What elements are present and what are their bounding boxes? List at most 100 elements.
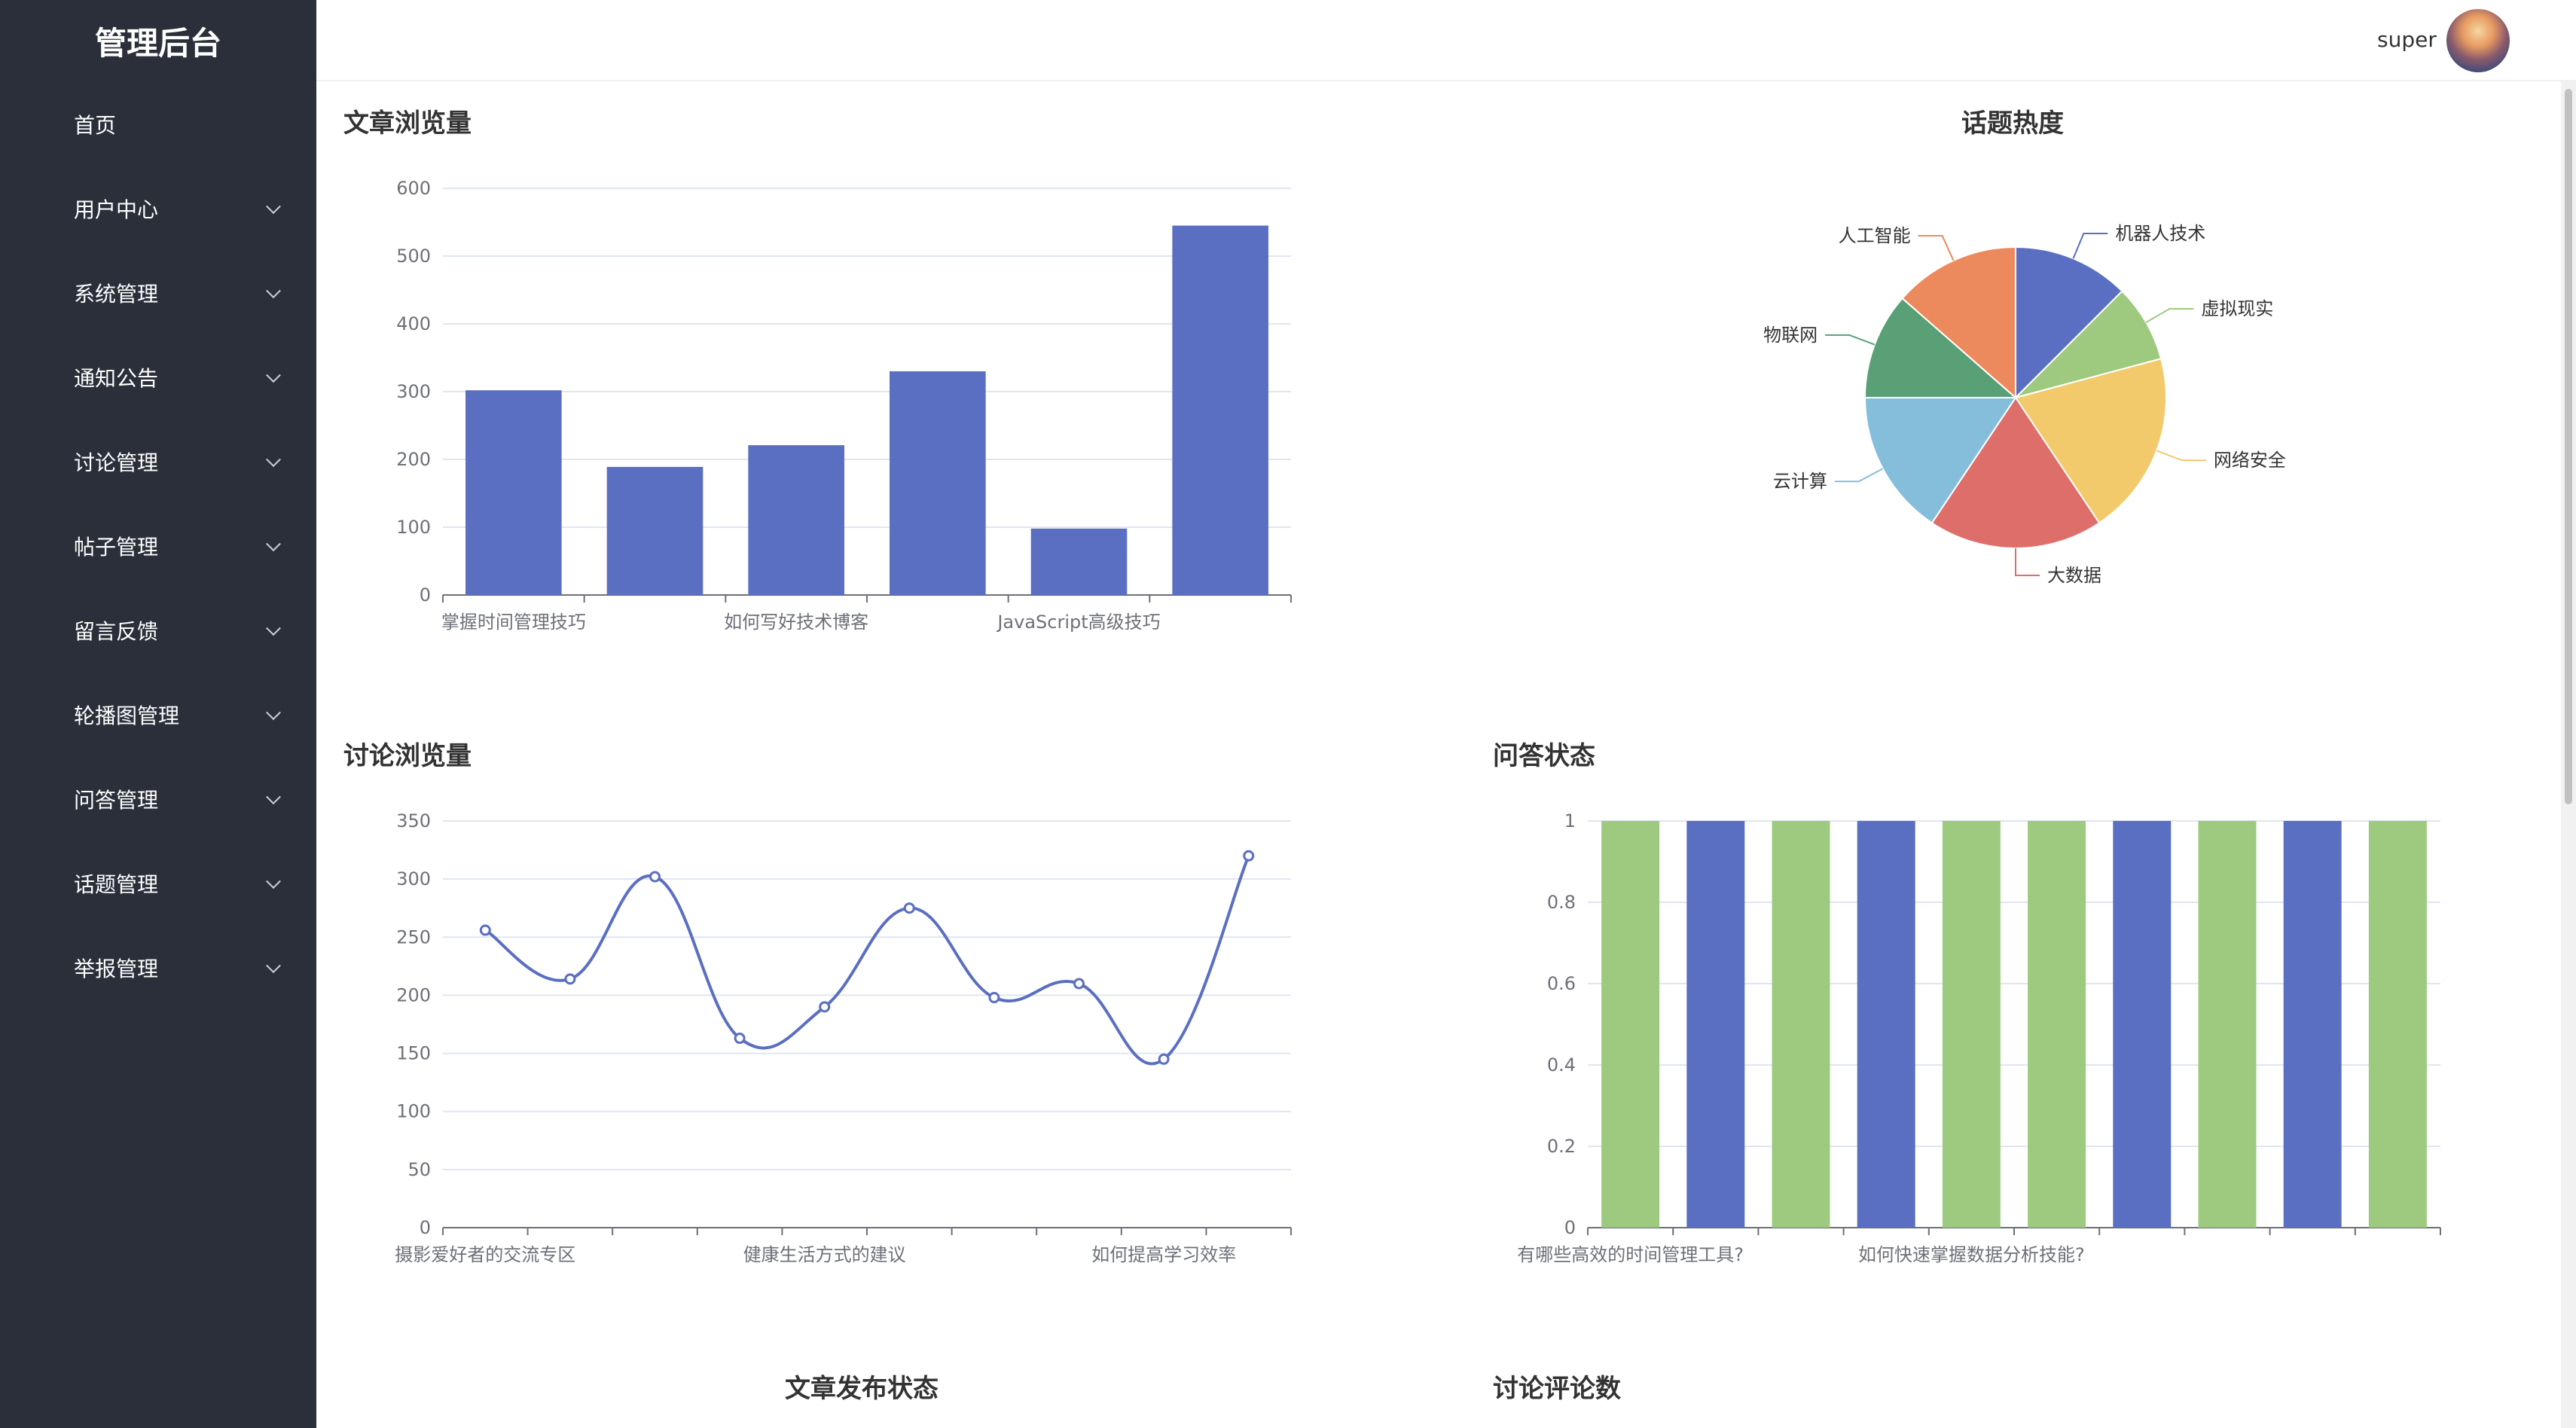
sidebar-item-label: 话题管理 [74, 872, 159, 897]
sidebar-item-label: 问答管理 [74, 788, 159, 813]
y-tick-label: 100 [396, 1101, 431, 1122]
data-point [1158, 1053, 1170, 1065]
chevron-down-icon [266, 958, 281, 974]
pie-label-line [2015, 548, 2040, 576]
pie-slice [1863, 397, 2017, 524]
discussion-views-title: 讨论浏览量 [343, 741, 472, 771]
bar [1030, 528, 1128, 595]
sidebar-item-3[interactable]: 通知公告 [0, 343, 316, 411]
pie-slice [2015, 246, 2123, 400]
bar [1601, 821, 1660, 1228]
y-tick-label: 50 [407, 1159, 431, 1180]
chevron-down-icon [266, 452, 281, 468]
x-tick-label: 如何写好技术博客 [724, 612, 868, 633]
sidebar-item-2[interactable]: 系统管理 [0, 259, 316, 327]
sidebar-item-label: 系统管理 [74, 282, 159, 307]
sidebar-item-6[interactable]: 留言反馈 [0, 597, 316, 664]
article-views-title: 文章浏览量 [343, 108, 472, 139]
y-tick-label: 600 [396, 178, 431, 199]
y-tick-label: 0 [420, 1217, 431, 1238]
bar [2368, 821, 2427, 1228]
data-point [903, 902, 915, 914]
y-tick-label: 300 [396, 868, 431, 889]
bar [2283, 821, 2342, 1228]
y-tick-label: 100 [396, 517, 431, 538]
avatar[interactable] [2446, 9, 2510, 72]
sidebar-item-5[interactable]: 帖子管理 [0, 512, 316, 580]
pie-slice [2014, 358, 2167, 524]
sidebar-item-label: 讨论管理 [74, 450, 159, 475]
bar [748, 445, 844, 595]
bar [1772, 821, 1830, 1228]
bar [1942, 821, 2001, 1228]
sidebar-item-label: 通知公告 [74, 366, 159, 391]
article-status-title: 文章发布状态 [785, 1374, 939, 1404]
y-tick-label: 0 [420, 584, 431, 606]
chevron-down-icon [266, 536, 281, 552]
pie-label: 虚拟现实 [2201, 298, 2273, 319]
y-tick-label: 0.2 [1547, 1136, 1576, 1157]
data-point [649, 871, 661, 883]
chevron-down-icon [266, 283, 281, 299]
data-point [1243, 850, 1255, 862]
chevron-down-icon [266, 705, 281, 721]
header [316, 0, 2576, 81]
username[interactable]: super [2377, 27, 2437, 52]
bar [2198, 821, 2257, 1228]
data-point [1073, 978, 1085, 990]
pie-label-line [2145, 308, 2194, 323]
qa-status-chart: 0 0.2 0.4 0.6 0.8 1 有哪些高效的时间管理工具? 如何快速掌握数据分析技能? [1517, 810, 2441, 1265]
sidebar-item-9[interactable]: 话题管理 [0, 850, 316, 917]
y-tick-label: 0 [1564, 1217, 1576, 1238]
pie-label: 大数据 [2047, 565, 2101, 586]
data-point [819, 1001, 831, 1013]
pie-label: 云计算 [1773, 471, 1827, 492]
sidebar-item-label: 轮播图管理 [74, 703, 180, 728]
sidebar-item-label: 留言反馈 [74, 619, 159, 644]
sidebar-item-0[interactable]: 首页 [0, 90, 316, 158]
x-tick-label: 有哪些高效的时间管理工具? [1517, 1244, 1744, 1265]
series-line [484, 855, 1250, 1066]
y-tick-label: 150 [396, 1043, 431, 1064]
sidebar-item-8[interactable]: 问答管理 [0, 765, 316, 833]
chevron-down-icon [266, 368, 281, 383]
y-tick-label: 0.4 [1547, 1054, 1576, 1076]
x-tick-label: JavaScript高级技巧 [996, 612, 1160, 633]
pie-slice [2013, 290, 2162, 399]
sidebar-item-10[interactable]: 举报管理 [0, 934, 316, 1002]
sidebar-item-1[interactable]: 用户中心 [0, 175, 316, 243]
y-tick-label: 250 [396, 926, 431, 947]
chevron-down-icon [266, 621, 281, 636]
data-point [564, 973, 576, 985]
sidebar-item-label: 帖子管理 [74, 535, 159, 560]
bar [890, 371, 986, 595]
pie-label: 物联网 [1763, 325, 1818, 346]
sidebar-item-4[interactable]: 讨论管理 [0, 428, 316, 496]
discussion-views-chart: 0 50 100 150 200 250 300 350 摄影爱好者的交流专区 健康生活方式的建议… [395, 810, 1292, 1265]
bar [465, 390, 562, 595]
y-tick-label: 0.6 [1547, 973, 1576, 994]
y-tick-label: 400 [396, 313, 431, 334]
y-tick-label: 200 [396, 449, 431, 470]
sidebar-item-label: 举报管理 [74, 957, 159, 981]
pie-label-line [2072, 232, 2108, 259]
pie-label: 网络安全 [2214, 450, 2286, 471]
scrollbar-thumb[interactable] [2565, 89, 2572, 804]
sidebar-item-label: 首页 [74, 113, 117, 138]
discussion-comments-title: 讨论评论数 [1493, 1374, 1621, 1404]
chevron-down-icon [266, 874, 281, 889]
pie-slice [1901, 246, 2016, 400]
y-tick-label: 300 [396, 381, 431, 402]
sidebar-item-7[interactable]: 轮播图管理 [0, 681, 316, 749]
y-tick-label: 500 [396, 246, 431, 267]
x-tick-label: 如何快速掌握数据分析技能? [1858, 1244, 2085, 1265]
scrollbar[interactable] [2561, 81, 2576, 1428]
bar [2113, 821, 2172, 1228]
data-point [479, 924, 491, 936]
x-tick-label: 掌握时间管理技巧 [441, 612, 586, 633]
pie-label: 机器人技术 [2115, 223, 2205, 244]
x-tick-label: 摄影爱好者的交流专区 [395, 1244, 575, 1265]
pie-slice [1863, 297, 2018, 398]
bar [606, 466, 704, 595]
